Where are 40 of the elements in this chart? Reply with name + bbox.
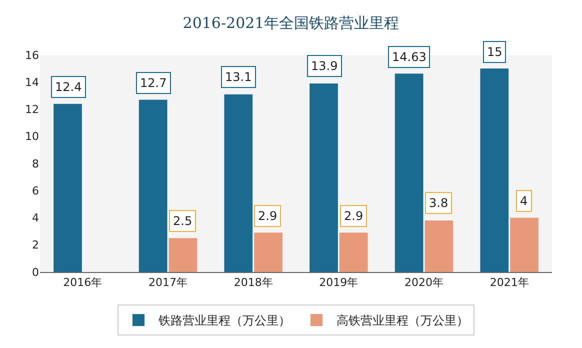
- x-tick-label: 2020年: [404, 276, 444, 290]
- data-label: 2.5: [173, 214, 192, 228]
- bar: [168, 238, 198, 272]
- data-label: 2.9: [258, 209, 278, 223]
- bar: [54, 104, 82, 272]
- bar: [394, 74, 424, 272]
- x-tick-label: 2019年: [319, 276, 358, 290]
- bar: [254, 232, 282, 272]
- y-tick-label: 10: [25, 130, 39, 144]
- bar: [310, 83, 338, 272]
- x-tick-label: 2016年: [63, 276, 102, 290]
- data-label: 12.7: [140, 76, 167, 90]
- y-tick-label: 4: [32, 212, 39, 225]
- bar: [138, 100, 168, 272]
- chart-title: 2016-2021年全国铁路营业里程: [182, 14, 400, 32]
- legend-label: 高铁营业里程（万公里）: [336, 314, 468, 328]
- data-label: 2.9: [344, 209, 364, 223]
- bar: [339, 232, 368, 272]
- y-tick-label: 8: [32, 157, 39, 170]
- x-tick-label: 2021年: [490, 276, 529, 290]
- legend-label: 铁路营业里程（万公里）: [158, 314, 290, 328]
- y-tick-label: 2: [32, 238, 39, 252]
- y-tick-label: 0: [32, 266, 39, 279]
- data-label: 3.8: [429, 196, 448, 210]
- data-label: 13.9: [311, 59, 338, 73]
- y-tick-label: 16: [25, 48, 39, 62]
- data-label: 4: [520, 194, 528, 208]
- y-tick-label: 12: [25, 103, 39, 116]
- bar: [424, 220, 454, 272]
- data-label: 14.63: [392, 50, 426, 64]
- y-tick-label: 14: [25, 76, 39, 89]
- bar: [510, 218, 538, 272]
- x-tick-label: 2017年: [148, 276, 188, 290]
- data-label: 12.4: [55, 80, 82, 94]
- bar: [224, 94, 253, 272]
- bar: [480, 68, 509, 272]
- data-label: 13.1: [225, 70, 252, 84]
- y-tick-label: 6: [32, 184, 39, 198]
- x-tick-label: 2018年: [234, 276, 273, 290]
- data-label: 15: [487, 45, 502, 59]
